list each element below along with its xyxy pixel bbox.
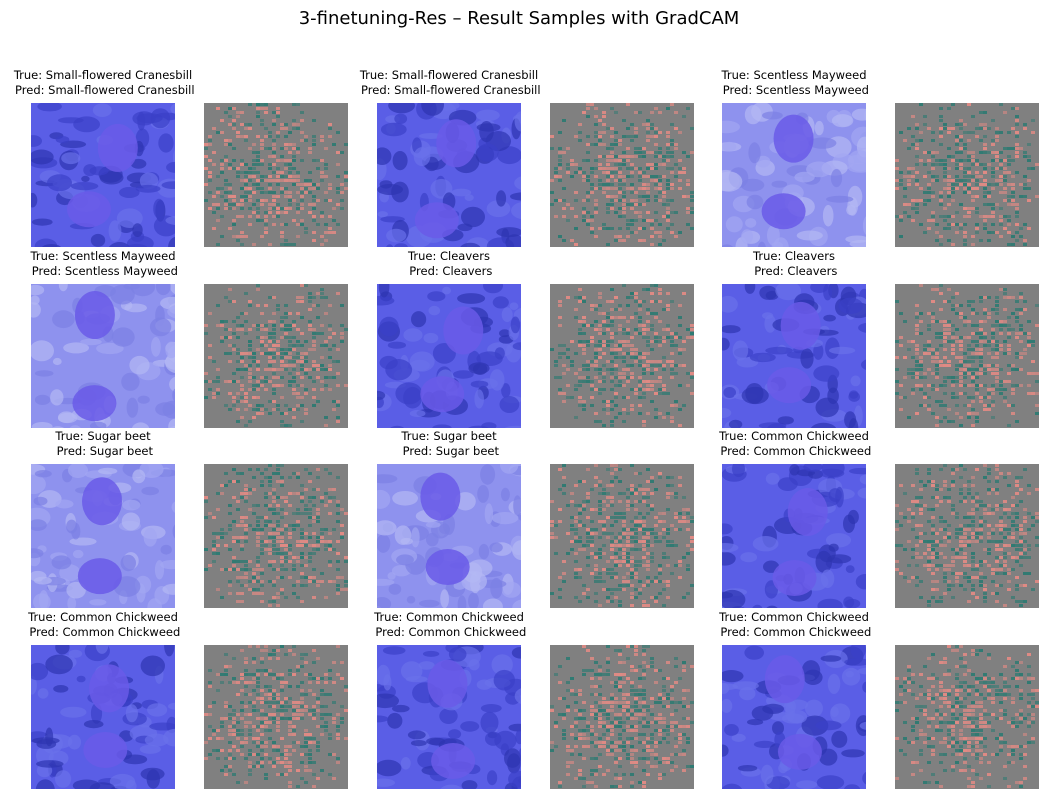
saliency-map	[895, 103, 1039, 247]
gradcam-overlay-mayweed	[31, 284, 175, 428]
overlay-image	[377, 284, 521, 428]
sample-title: True: Common Chickweed Pred: Common Chic…	[694, 429, 894, 459]
saliency-image	[550, 103, 694, 247]
sample-title: True: Small-flowered Cranesbill Pred: Sm…	[3, 68, 203, 98]
overlay-image	[722, 284, 866, 428]
saliency-map	[550, 645, 694, 789]
saliency-image	[204, 645, 348, 789]
saliency-image	[204, 103, 348, 247]
pred-label: Pred: Common Chickweed	[371, 625, 527, 639]
saliency-image	[204, 284, 348, 428]
saliency-image	[895, 464, 1039, 608]
saliency-map	[550, 464, 694, 608]
saliency-map	[895, 645, 1039, 789]
overlay-image	[722, 103, 866, 247]
saliency-image	[895, 284, 1039, 428]
saliency-image	[550, 464, 694, 608]
true-label: True: Sugar beet	[401, 429, 497, 443]
overlay-image	[31, 464, 175, 608]
saliency-map	[204, 103, 348, 247]
sample-title: True: Sugar beet Pred: Sugar beet	[3, 429, 203, 459]
sample-title: True: Common Chickweed Pred: Common Chic…	[3, 610, 203, 640]
true-label: True: Common Chickweed	[374, 610, 524, 624]
pred-label: Pred: Scentless Mayweed	[719, 83, 869, 97]
saliency-map	[204, 645, 348, 789]
true-label: True: Sugar beet	[55, 429, 151, 443]
pred-label: Pred: Small-flowered Cranesbill	[11, 83, 195, 97]
saliency-map	[895, 284, 1039, 428]
sample-title: True: Scentless Mayweed Pred: Scentless …	[3, 249, 203, 279]
gradcam-overlay-mayweed	[722, 103, 866, 247]
saliency-image	[204, 464, 348, 608]
gradcam-overlay-cleavers	[377, 284, 521, 428]
true-label: True: Scentless Mayweed	[721, 68, 867, 82]
pred-label: Pred: Sugar beet	[398, 444, 500, 458]
pred-label: Pred: Cleavers	[750, 264, 838, 278]
overlay-image	[31, 103, 175, 247]
true-label: True: Cleavers	[753, 249, 835, 263]
overlay-image	[31, 645, 175, 789]
overlay-image	[722, 645, 866, 789]
true-label: True: Scentless Mayweed	[30, 249, 176, 263]
gradcam-overlay-chickweed	[377, 645, 521, 789]
gradcam-overlay-sugar-beet	[31, 464, 175, 608]
overlay-image	[377, 103, 521, 247]
overlay-image	[722, 464, 866, 608]
sample-title: True: Common Chickweed Pred: Common Chic…	[694, 610, 894, 640]
figure-title: 3-finetuning-Res – Result Samples with G…	[298, 8, 740, 29]
true-label: True: Common Chickweed	[28, 610, 178, 624]
saliency-map	[550, 103, 694, 247]
gradcam-overlay-cranesbill	[31, 103, 175, 247]
saliency-image	[895, 645, 1039, 789]
saliency-image	[550, 645, 694, 789]
gradcam-overlay-chickweed	[722, 464, 866, 608]
overlay-image	[31, 284, 175, 428]
gradcam-overlay-cranesbill	[377, 103, 521, 247]
pred-label: Pred: Small-flowered Cranesbill	[357, 83, 541, 97]
true-label: True: Small-flowered Cranesbill	[359, 68, 539, 82]
pred-label: Pred: Cleavers	[405, 264, 493, 278]
sample-title: True: Cleavers Pred: Cleavers	[694, 249, 894, 279]
true-label: True: Common Chickweed	[719, 429, 869, 443]
saliency-image	[550, 284, 694, 428]
gradcam-overlay-sugar-beet	[377, 464, 521, 608]
pred-label: Pred: Sugar beet	[52, 444, 154, 458]
saliency-image	[895, 103, 1039, 247]
saliency-map	[895, 464, 1039, 608]
overlay-image	[377, 645, 521, 789]
gradcam-overlay-cleavers	[722, 284, 866, 428]
true-label: True: Cleavers	[408, 249, 490, 263]
sample-title: True: Scentless Mayweed Pred: Scentless …	[694, 68, 894, 98]
gradcam-overlay-chickweed	[722, 645, 866, 789]
sample-title: True: Small-flowered Cranesbill Pred: Sm…	[349, 68, 549, 98]
pred-label: Pred: Common Chickweed	[716, 625, 872, 639]
sample-title: True: Sugar beet Pred: Sugar beet	[349, 429, 549, 459]
pred-label: Pred: Common Chickweed	[25, 625, 181, 639]
saliency-map	[550, 284, 694, 428]
sample-title: True: Common Chickweed Pred: Common Chic…	[349, 610, 549, 640]
true-label: True: Small-flowered Cranesbill	[13, 68, 193, 82]
pred-label: Pred: Common Chickweed	[716, 444, 872, 458]
sample-title: True: Cleavers Pred: Cleavers	[349, 249, 549, 279]
gradcam-overlay-chickweed	[31, 645, 175, 789]
saliency-map	[204, 464, 348, 608]
pred-label: Pred: Scentless Mayweed	[28, 264, 178, 278]
true-label: True: Common Chickweed	[719, 610, 869, 624]
saliency-map	[204, 284, 348, 428]
overlay-image	[377, 464, 521, 608]
